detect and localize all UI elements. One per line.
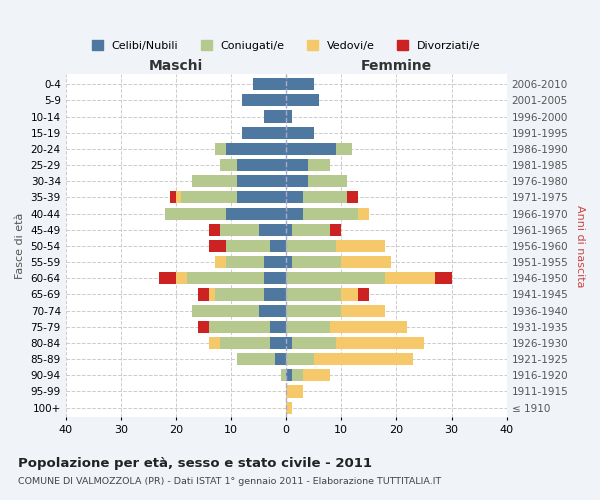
Bar — [286, 240, 336, 252]
Bar — [215, 288, 264, 300]
Bar — [286, 208, 303, 220]
Bar — [286, 386, 303, 398]
Bar — [308, 159, 331, 171]
Bar — [209, 337, 220, 349]
Bar — [193, 175, 236, 188]
Bar — [341, 304, 385, 316]
Bar — [226, 240, 269, 252]
Bar — [281, 369, 286, 382]
Bar — [358, 288, 369, 300]
Bar — [292, 256, 341, 268]
Bar — [303, 369, 331, 382]
Bar — [286, 94, 319, 106]
Legend: Celibi/Nubili, Coniugati/e, Vedovi/e, Divorziati/e: Celibi/Nubili, Coniugati/e, Vedovi/e, Di… — [88, 36, 485, 55]
Bar — [286, 369, 292, 382]
Bar — [181, 192, 236, 203]
Bar — [165, 208, 226, 220]
Bar — [286, 78, 314, 90]
Bar — [176, 192, 181, 203]
Bar — [264, 256, 286, 268]
Bar — [193, 304, 259, 316]
Bar — [286, 288, 341, 300]
Bar — [176, 272, 187, 284]
Bar — [236, 192, 286, 203]
Bar — [269, 240, 286, 252]
Bar — [303, 192, 347, 203]
Bar — [275, 353, 286, 365]
Y-axis label: Anni di nascita: Anni di nascita — [575, 204, 585, 287]
Bar — [303, 208, 358, 220]
Text: Popolazione per età, sesso e stato civile - 2011: Popolazione per età, sesso e stato civil… — [18, 458, 372, 470]
Bar — [331, 224, 341, 236]
Bar — [314, 353, 413, 365]
Bar — [358, 208, 369, 220]
Bar — [209, 288, 215, 300]
Bar — [341, 256, 391, 268]
Bar — [286, 256, 292, 268]
Text: Maschi: Maschi — [149, 59, 203, 73]
Bar — [264, 110, 286, 122]
Bar — [220, 159, 236, 171]
Bar — [286, 272, 385, 284]
Bar — [236, 159, 286, 171]
Bar — [385, 272, 435, 284]
Bar — [160, 272, 176, 284]
Bar — [209, 320, 269, 333]
Bar — [286, 175, 308, 188]
Bar — [269, 320, 286, 333]
Bar — [286, 110, 292, 122]
Bar — [286, 353, 314, 365]
Bar — [269, 337, 286, 349]
Bar — [292, 224, 331, 236]
Bar — [209, 240, 226, 252]
Y-axis label: Fasce di età: Fasce di età — [15, 212, 25, 279]
Bar — [286, 304, 341, 316]
Bar — [286, 320, 331, 333]
Bar — [198, 288, 209, 300]
Bar — [215, 256, 226, 268]
Bar — [242, 94, 286, 106]
Bar — [286, 224, 292, 236]
Bar — [187, 272, 264, 284]
Bar — [292, 337, 336, 349]
Bar — [226, 256, 264, 268]
Bar — [220, 224, 259, 236]
Bar — [286, 402, 292, 413]
Bar — [242, 126, 286, 139]
Bar — [341, 288, 358, 300]
Bar — [264, 288, 286, 300]
Bar — [226, 143, 286, 155]
Bar — [286, 337, 292, 349]
Bar — [253, 78, 286, 90]
Bar — [286, 159, 308, 171]
Bar — [170, 192, 176, 203]
Bar — [286, 192, 303, 203]
Bar — [435, 272, 452, 284]
Bar — [286, 126, 314, 139]
Bar — [259, 304, 286, 316]
Bar — [308, 175, 347, 188]
Bar — [259, 224, 286, 236]
Bar — [336, 337, 424, 349]
Bar — [336, 143, 352, 155]
Bar — [286, 143, 336, 155]
Text: COMUNE DI VALMOZZOLA (PR) - Dati ISTAT 1° gennaio 2011 - Elaborazione TUTTITALIA: COMUNE DI VALMOZZOLA (PR) - Dati ISTAT 1… — [18, 478, 441, 486]
Bar — [264, 272, 286, 284]
Bar — [236, 175, 286, 188]
Bar — [336, 240, 385, 252]
Bar — [236, 353, 275, 365]
Text: Femmine: Femmine — [361, 59, 432, 73]
Bar — [220, 337, 269, 349]
Bar — [292, 369, 303, 382]
Bar — [215, 143, 226, 155]
Bar — [226, 208, 286, 220]
Bar — [331, 320, 407, 333]
Bar — [209, 224, 220, 236]
Bar — [198, 320, 209, 333]
Bar — [347, 192, 358, 203]
